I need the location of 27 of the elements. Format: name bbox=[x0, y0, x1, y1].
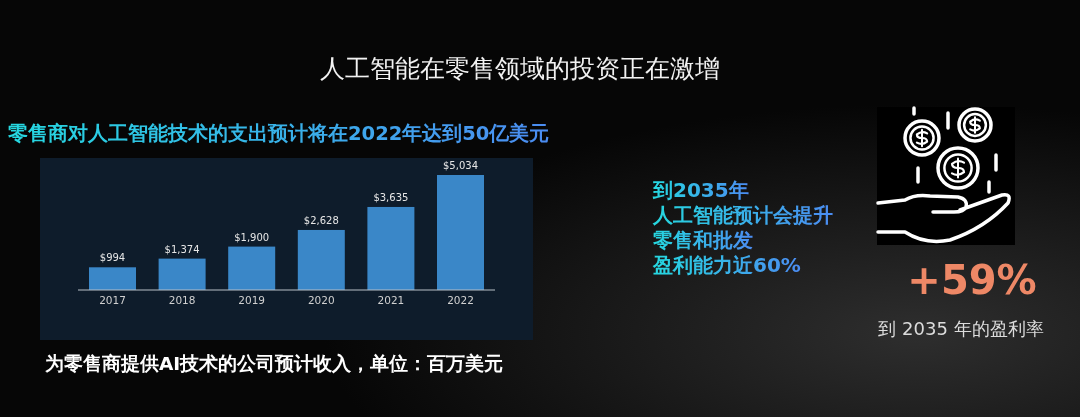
text: 零售和批发 bbox=[653, 228, 753, 252]
bar bbox=[158, 258, 206, 290]
data-label: $2,628 bbox=[303, 214, 339, 226]
chart-title: 人工智能在零售领域的投资正在激增 bbox=[320, 54, 720, 83]
text: 到2035年 bbox=[652, 178, 749, 202]
text: 盈利能力近60% bbox=[652, 253, 801, 277]
text: 到 2035 年的盈利率 bbox=[878, 318, 1044, 339]
x-tick-label: 2020 bbox=[307, 294, 335, 306]
text: 为零售商提供AI技术的公司预计收入，单位：百万美元 bbox=[45, 353, 504, 374]
x-tick-label: 2019 bbox=[238, 294, 266, 306]
bar bbox=[228, 246, 276, 290]
bar bbox=[89, 267, 136, 290]
data-label: $1,900 bbox=[234, 231, 270, 243]
text: +59% bbox=[907, 257, 1037, 303]
bar bbox=[437, 175, 484, 290]
bar bbox=[297, 229, 345, 290]
x-tick-label: 2021 bbox=[377, 294, 405, 306]
data-label: $5,034 bbox=[443, 160, 478, 171]
x-tick-label: 2018 bbox=[168, 294, 196, 306]
chart-subtitle: 零售商对人工智能技术的支出预计将在2022年达到50亿美元 bbox=[8, 122, 550, 145]
data-label: $994 bbox=[99, 252, 126, 264]
x-tick-label: 2022 bbox=[447, 294, 474, 306]
data-label: $1,374 bbox=[164, 243, 200, 255]
bar bbox=[367, 206, 415, 290]
text: 人工智能预计会提升 bbox=[652, 203, 833, 227]
data-label: $3,635 bbox=[373, 191, 409, 203]
x-tick-label: 2017 bbox=[99, 294, 126, 306]
